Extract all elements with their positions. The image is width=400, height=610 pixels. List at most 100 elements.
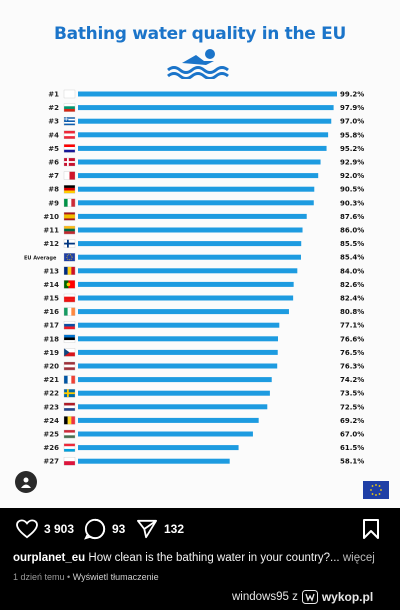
value-label: 85.4% — [340, 254, 364, 262]
save-button[interactable] — [362, 518, 386, 540]
bar — [78, 241, 302, 247]
bar — [78, 200, 314, 206]
eu-flag-icon — [363, 481, 389, 499]
belgium-flag-icon — [63, 416, 76, 425]
category-label: EU Average — [24, 256, 57, 262]
category-label: #2 — [48, 104, 59, 112]
translate-link[interactable]: Wyświetl tłumaczenie — [72, 572, 159, 582]
denmark-flag-icon — [63, 157, 76, 167]
category-label: #9 — [48, 199, 59, 207]
bar — [78, 173, 319, 179]
value-label: 82.4% — [340, 295, 364, 303]
value-label: 87.6% — [340, 213, 364, 221]
ireland-flag-icon — [63, 307, 76, 316]
category-label: #16 — [43, 308, 59, 316]
bar — [78, 336, 278, 342]
comment-icon — [84, 518, 106, 540]
slovenia-red-flag-icon — [63, 293, 76, 303]
caption-text: How clean is the bathing water in your c… — [85, 552, 340, 564]
france-flag-icon — [63, 375, 76, 384]
profile-badge-icon[interactable] — [15, 471, 37, 493]
category-label: #3 — [48, 118, 59, 126]
luxembourg-flag-icon — [63, 443, 76, 452]
poland-flag-icon — [63, 457, 76, 466]
category-label: #23 — [43, 403, 59, 411]
value-label: 73.5% — [340, 390, 364, 398]
bar-chart: #1 99.2% #2 97.9% #3 97.0% #4 95.8% #5 95.2% #6 92.… — [24, 89, 364, 466]
category-label: #10 — [43, 213, 59, 221]
bar — [78, 322, 280, 328]
category-label: #13 — [43, 267, 59, 275]
bar — [78, 118, 332, 124]
category-label: #24 — [43, 417, 59, 425]
value-label: 67.0% — [340, 431, 364, 439]
value-label: 86.0% — [340, 227, 364, 235]
post-action-bar: 3 903 93 132 — [0, 508, 400, 548]
value-label: 72.5% — [340, 403, 364, 411]
italy-flag-icon — [63, 198, 76, 207]
value-label: 99.2% — [340, 91, 364, 99]
watermark-site: wykop.pl — [321, 590, 374, 604]
wykop-logo-icon — [301, 590, 318, 604]
comment-button[interactable]: 93 — [84, 518, 125, 540]
category-label: #12 — [43, 240, 59, 248]
value-label: 69.2% — [340, 417, 364, 425]
value-label: 92.0% — [340, 172, 364, 180]
bar — [78, 268, 298, 274]
value-label: 74.2% — [340, 376, 364, 384]
share-button[interactable]: 132 — [136, 518, 184, 540]
estonia-flag-icon — [63, 334, 76, 343]
bar — [78, 186, 315, 192]
category-label: #4 — [48, 131, 59, 139]
finland-flag-icon — [63, 239, 76, 248]
post-caption: ourplanet_eu How clean is the bathing wa… — [13, 552, 393, 564]
post-meta: 1 dzień temu • Wyświetl tłumaczenie — [13, 572, 159, 582]
bar — [78, 105, 334, 111]
heart-icon — [16, 519, 38, 539]
sweden-flag-icon — [63, 389, 76, 398]
bar — [78, 227, 303, 233]
austria-flag-icon — [63, 130, 76, 139]
like-count: 3 903 — [44, 522, 75, 536]
latvia-flag-icon — [63, 361, 76, 371]
bar — [78, 431, 253, 437]
like-button[interactable]: 3 903 — [16, 518, 74, 540]
value-label: 80.8% — [340, 308, 364, 316]
comment-count: 93 — [112, 522, 126, 536]
value-label: 92.9% — [340, 159, 364, 167]
category-label: #19 — [43, 349, 59, 357]
category-label: #7 — [48, 172, 59, 180]
bar — [78, 254, 301, 260]
bookmark-icon — [363, 519, 379, 539]
bar — [78, 213, 307, 219]
category-label: #26 — [43, 444, 59, 452]
value-label: 77.1% — [340, 322, 364, 330]
category-label: #11 — [43, 227, 59, 235]
caption-more-link[interactable]: więcej — [339, 552, 375, 564]
bar — [78, 349, 278, 355]
category-label: #25 — [43, 431, 59, 439]
value-label: 95.8% — [340, 131, 364, 139]
meta-separator: • — [64, 572, 73, 582]
category-label: #20 — [43, 363, 59, 371]
send-icon — [137, 519, 157, 539]
croatia-flag-icon — [63, 144, 76, 153]
bar — [78, 445, 239, 451]
value-label: 84.0% — [340, 267, 364, 275]
romania-flag-icon — [63, 266, 76, 275]
value-label: 90.3% — [340, 199, 364, 207]
category-label: #6 — [48, 159, 59, 167]
category-label: #8 — [48, 186, 59, 194]
bar — [78, 377, 272, 383]
value-label: 85.5% — [340, 240, 364, 248]
value-label: 95.2% — [340, 145, 364, 153]
swimmer-icon — [167, 49, 229, 79]
bar — [78, 363, 278, 369]
bar — [78, 404, 268, 410]
category-label: #14 — [43, 281, 59, 289]
caption-username[interactable]: ourplanet_eu — [13, 552, 86, 564]
netherlands-flag-icon — [63, 402, 76, 411]
category-label: #27 — [43, 458, 59, 466]
wykop-watermark: windows95 z wykop.pl — [232, 590, 373, 604]
czechia-flag-icon — [63, 348, 76, 357]
